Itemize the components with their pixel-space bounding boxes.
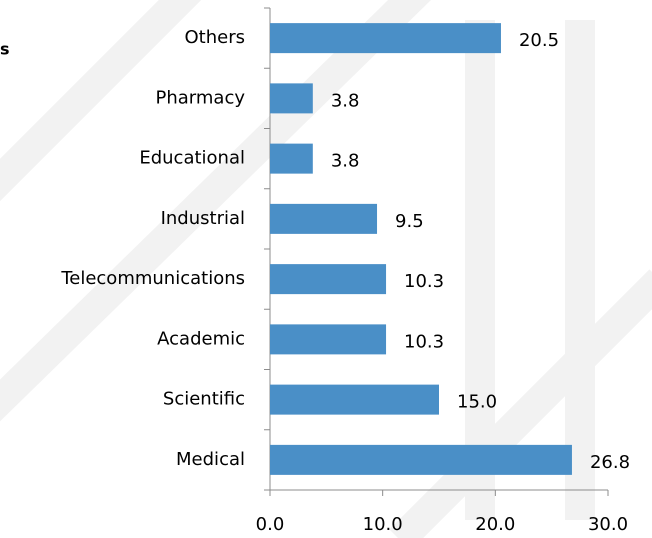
y-tick-label: Educational [139, 148, 245, 169]
y-tick-label: Scientific [163, 389, 245, 410]
value-label: 3.8 [331, 90, 360, 111]
y-tick-label: Medical [176, 449, 245, 470]
y-tick-label: Others [185, 27, 246, 48]
value-label: 3.8 [331, 151, 360, 172]
value-label: 26.8 [590, 452, 630, 473]
y-tick-label: Telecommunications [60, 268, 245, 289]
value-label: 9.5 [395, 211, 424, 232]
bar [270, 444, 572, 475]
bar [270, 324, 387, 355]
chart-title: s [0, 40, 10, 59]
x-tick-label: 0.0 [256, 514, 285, 535]
y-tick-label: Academic [157, 328, 245, 349]
value-label: 10.3 [404, 331, 444, 352]
value-label: 20.5 [519, 30, 559, 51]
bar [270, 83, 313, 114]
value-label: 15.0 [457, 392, 497, 413]
bar [270, 384, 439, 415]
x-tick-label: 30.0 [588, 514, 628, 535]
x-tick-label: 10.0 [363, 514, 403, 535]
bar [270, 23, 501, 54]
bar [270, 143, 313, 174]
value-label: 10.3 [404, 271, 444, 292]
x-tick-label: 20.0 [475, 514, 515, 535]
bar [270, 203, 378, 234]
bar [270, 264, 387, 295]
y-tick-label: Industrial [161, 208, 245, 229]
y-tick-label: Pharmacy [156, 87, 246, 108]
